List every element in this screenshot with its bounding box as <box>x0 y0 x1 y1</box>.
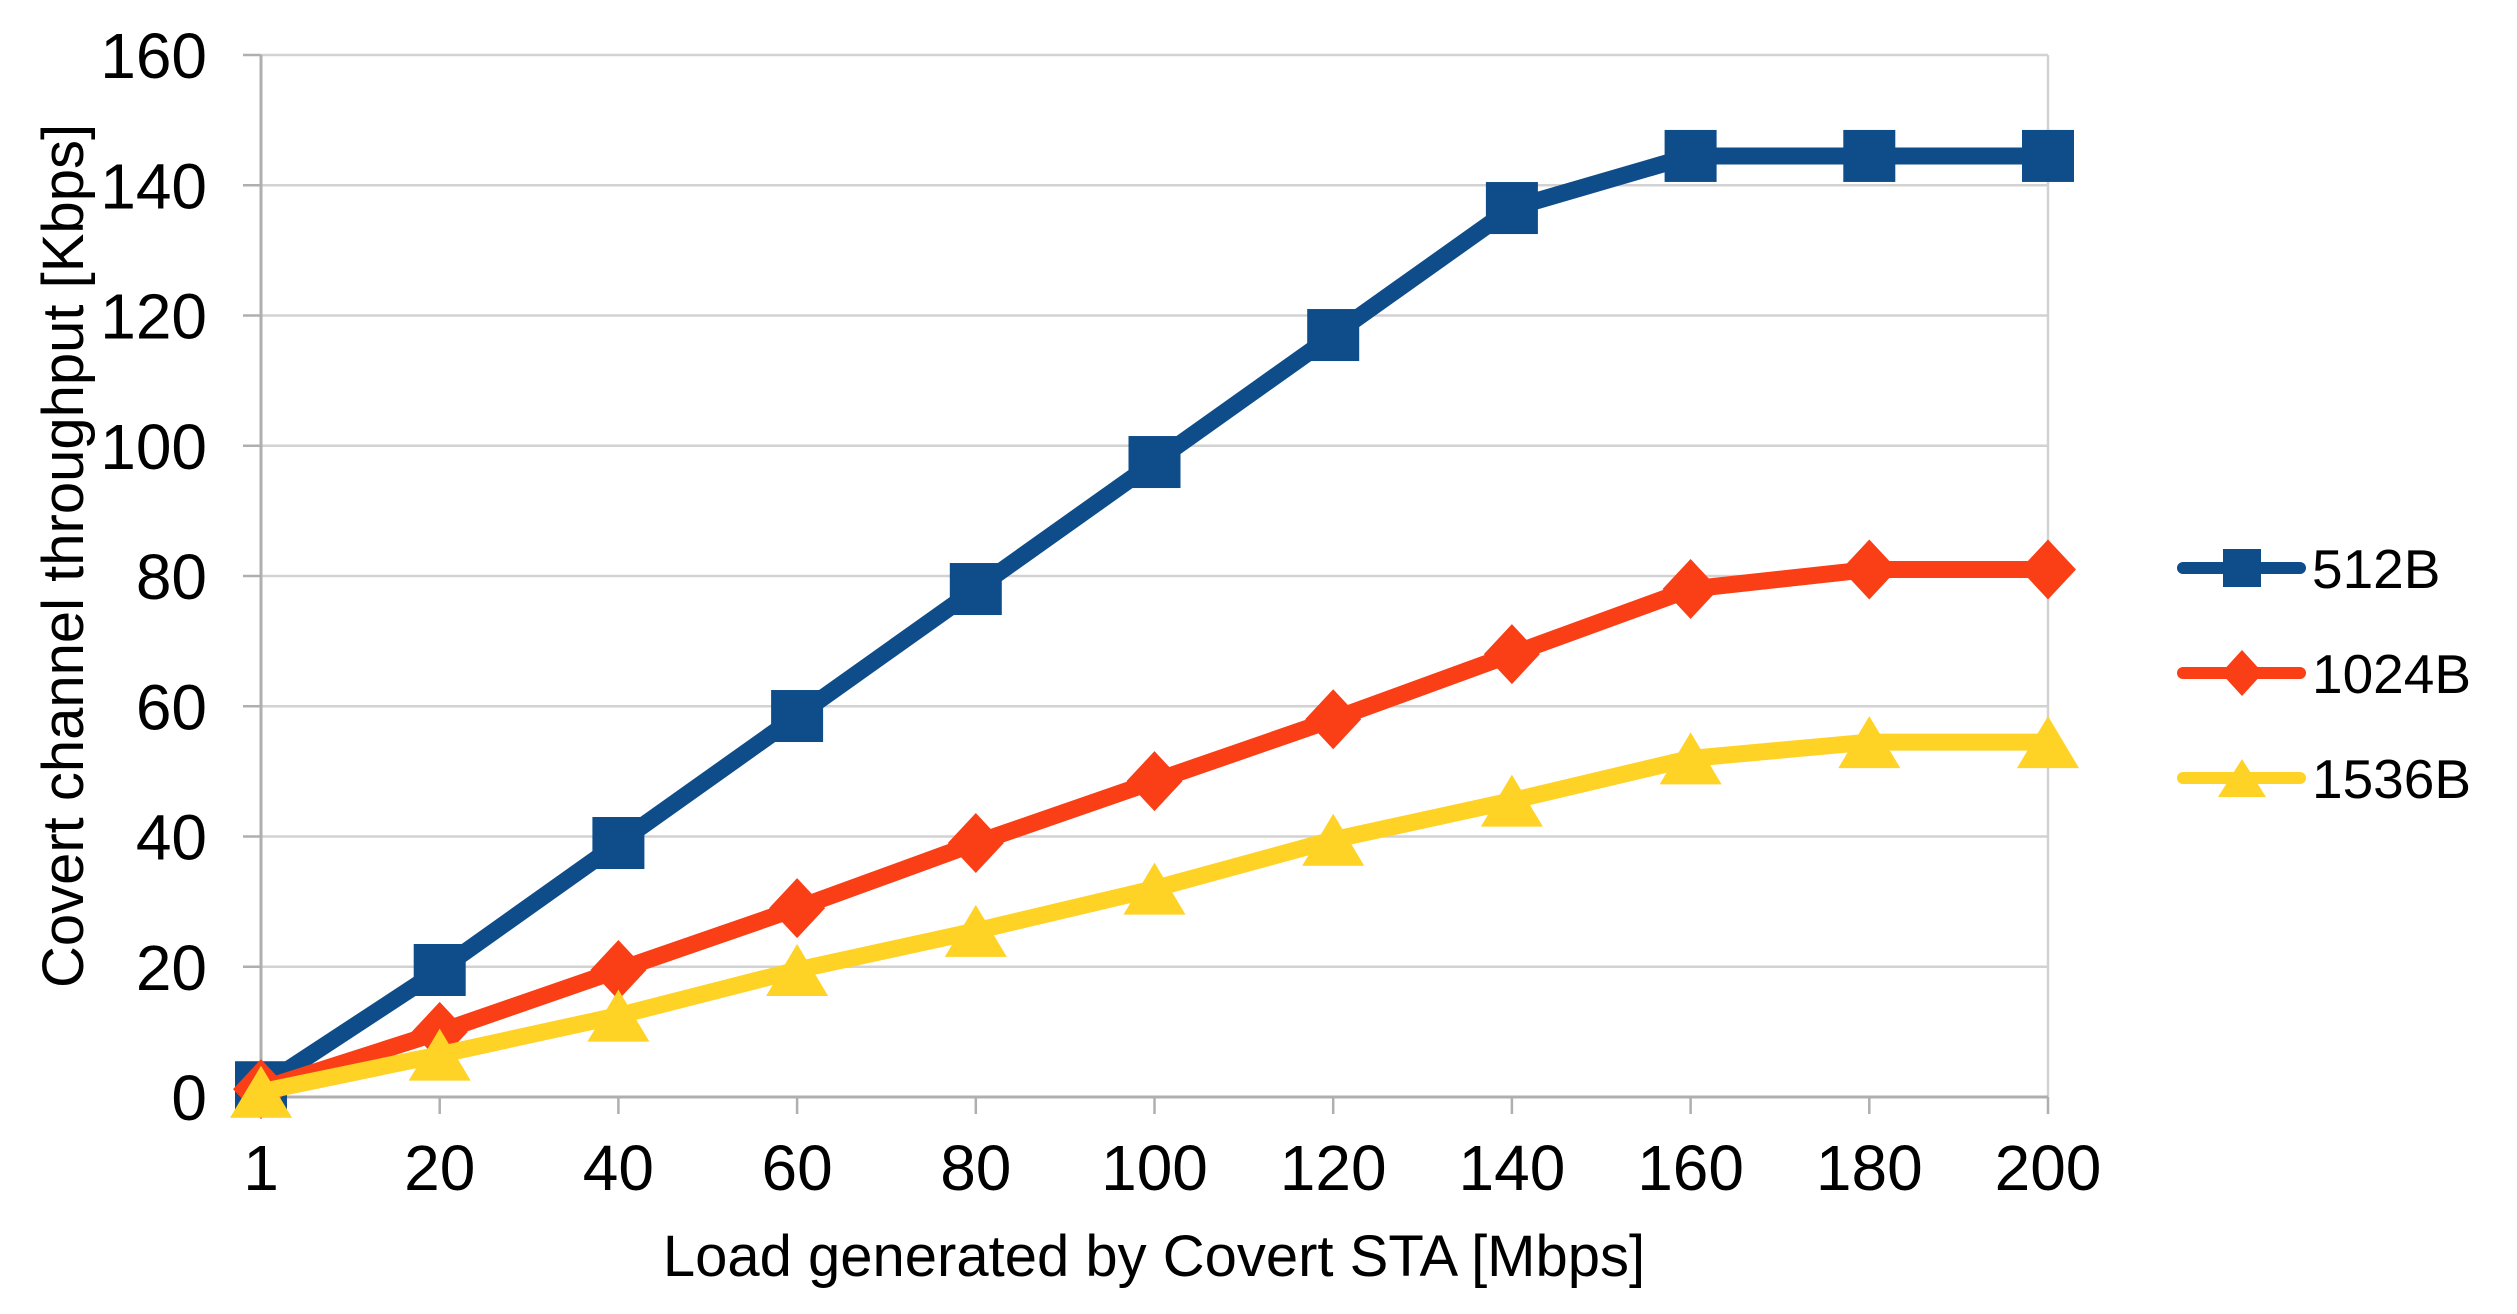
marker-1024B-180 <box>1841 539 1898 600</box>
marker-512B-180 <box>1843 129 1896 182</box>
legend-item-1024B: 1024B <box>2177 643 2471 705</box>
y-tick-label-40: 40 <box>136 802 207 874</box>
y-tick-label-60: 60 <box>136 671 207 743</box>
y-tick-label-160: 160 <box>100 20 207 92</box>
series-512B <box>235 129 2074 1114</box>
marker-1536B-180 <box>1838 716 1901 769</box>
marker-1536B-80 <box>944 904 1007 957</box>
marker-512B-160 <box>1664 129 1717 182</box>
marker-1024B-80 <box>947 813 1004 874</box>
marker-1024B-140 <box>1483 624 1540 685</box>
x-tick-labels: 1 20 40 60 80 100 120 140 160 180 200 <box>243 1132 2101 1204</box>
y-tick-label-20: 20 <box>136 932 207 1004</box>
marker-512B-140 <box>1485 182 1538 235</box>
marker-1024B-160 <box>1662 559 1719 620</box>
marker-1536B-1 <box>230 1065 292 1118</box>
marker-1024B-40 <box>590 940 647 1001</box>
marker-1536B-100 <box>1123 862 1186 915</box>
marker-1536B-140 <box>1480 774 1543 827</box>
marker-512B-100 <box>1128 436 1181 489</box>
marker-512B-20 <box>413 944 466 997</box>
legend-marker-1536B <box>2218 759 2266 797</box>
x-axis-title: Load generated by Covert STA [Mbps] <box>663 1224 1645 1289</box>
marker-1024B-60 <box>769 878 826 939</box>
marker-1536B-60 <box>766 944 829 997</box>
legend-label-1024B: 1024B <box>2312 643 2471 705</box>
marker-1536B-40 <box>587 989 650 1042</box>
x-tick-label-100: 100 <box>1101 1132 1208 1204</box>
x-tick-label-1: 1 <box>243 1132 279 1204</box>
x-tick-label-120: 120 <box>1280 1132 1387 1204</box>
x-tick-label-80: 80 <box>940 1132 1011 1204</box>
marker-512B-120 <box>1307 309 1360 362</box>
marker-1536B-200 <box>2017 716 2079 769</box>
legend-marker-512B <box>2223 549 2261 587</box>
legend-item-512B: 512B <box>2177 538 2440 600</box>
x-tick-label-140: 140 <box>1459 1132 1566 1204</box>
x-tick-label-180: 180 <box>1816 1132 1923 1204</box>
y-tick-label-140: 140 <box>100 150 207 222</box>
series-line-1024B <box>258 560 2048 1098</box>
marker-1536B-160 <box>1659 732 1722 785</box>
legend-marker-1024B <box>2221 650 2263 696</box>
y-tick-label-0: 0 <box>171 1062 207 1134</box>
y-tick-labels: 0 20 40 60 80 100 120 140 160 <box>100 20 207 1134</box>
marker-1024B-100 <box>1126 751 1183 812</box>
marker-512B-200 <box>2022 129 2074 182</box>
marker-512B-40 <box>592 817 645 870</box>
legend: 512B 1024B 1536B <box>2177 538 2471 810</box>
series-line-512B <box>256 147 2048 1095</box>
y-tick-label-100: 100 <box>100 411 207 483</box>
x-tick-label-160: 160 <box>1637 1132 1744 1204</box>
marker-1536B-20 <box>408 1028 471 1081</box>
x-tick-label-200: 200 <box>1995 1132 2102 1204</box>
legend-label-1536B: 1536B <box>2312 748 2471 810</box>
marker-512B-80 <box>949 563 1002 616</box>
y-axis-title: Covert channel throughput [Kbps] <box>31 124 96 988</box>
x-tick-label-40: 40 <box>583 1132 654 1204</box>
x-tick-label-20: 20 <box>404 1132 475 1204</box>
series-1024B <box>233 539 2076 1120</box>
marker-512B-60 <box>771 690 824 743</box>
marker-1024B-120 <box>1305 689 1362 750</box>
data-series <box>230 129 2079 1120</box>
legend-item-1536B: 1536B <box>2177 748 2471 810</box>
x-tick-label-60: 60 <box>762 1132 833 1204</box>
y-tick-label-120: 120 <box>100 281 207 353</box>
marker-1536B-120 <box>1302 813 1365 866</box>
marker-1024B-200 <box>2020 539 2076 600</box>
series-1536B <box>230 716 2079 1118</box>
y-tick-label-80: 80 <box>136 541 207 613</box>
legend-label-512B: 512B <box>2312 538 2440 600</box>
